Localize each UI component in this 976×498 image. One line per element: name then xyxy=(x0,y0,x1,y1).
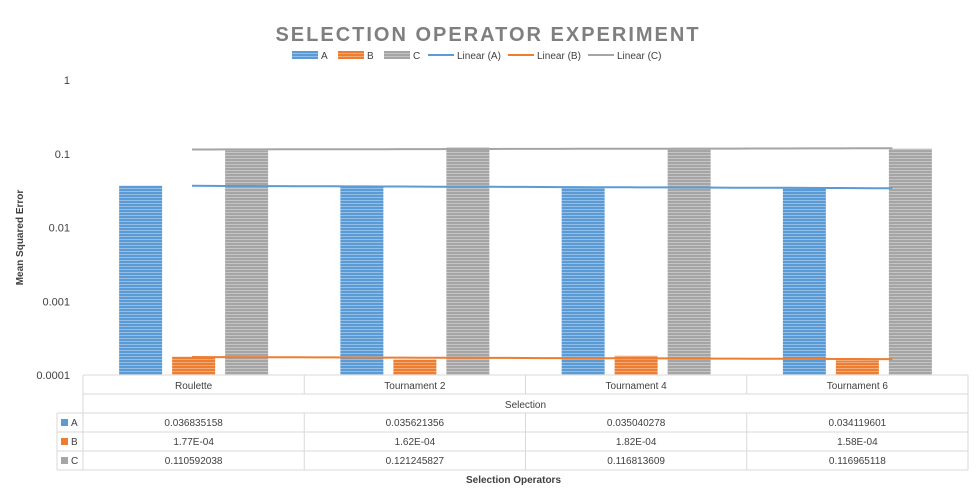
data-label-c: 0.116965118 xyxy=(829,456,886,467)
row-label-a: A xyxy=(71,418,78,429)
bar-b-0 xyxy=(172,356,216,375)
row-label-c: C xyxy=(71,456,78,467)
y-tick-label: 1 xyxy=(64,75,70,87)
trendline-a xyxy=(191,184,893,190)
data-label-c: 0.121245827 xyxy=(386,456,445,467)
y-tick-label: 0.01 xyxy=(49,223,70,235)
legend-label-c: C xyxy=(413,51,420,62)
legend-label-trend-0: Linear (A) xyxy=(457,51,501,62)
y-tick-label: 0.1 xyxy=(55,149,70,161)
legend-swatch-b xyxy=(338,51,364,59)
legend-label-trend-2: Linear (C) xyxy=(617,51,661,62)
data-label-b: 1.58E-04 xyxy=(837,437,878,448)
bar-a-3 xyxy=(782,188,826,375)
data-label-b: 1.77E-04 xyxy=(173,437,214,448)
legend-label-b: B xyxy=(367,51,374,62)
bar-c-3 xyxy=(888,148,932,375)
bar-b-3 xyxy=(835,360,879,375)
data-label-b: 1.62E-04 xyxy=(395,437,436,448)
trendline-c xyxy=(192,147,893,151)
legend-key-b xyxy=(61,438,68,445)
x-tick-label: Tournament 4 xyxy=(606,381,668,392)
data-label-c: 0.116813609 xyxy=(607,456,665,467)
bar-c-0 xyxy=(225,150,269,375)
trendline-b xyxy=(191,356,893,361)
data-label-c: 0.110592038 xyxy=(165,456,223,467)
bar-b-2 xyxy=(614,355,658,375)
data-label-a: 0.035040278 xyxy=(607,418,666,429)
bar-a-2 xyxy=(561,187,605,375)
bar-a-1 xyxy=(340,186,384,375)
legend-label-a: A xyxy=(321,51,328,62)
x-axis-title: Selection Operators xyxy=(466,475,561,486)
bar-a-0 xyxy=(119,185,163,375)
y-tick-label: 0.001 xyxy=(42,296,70,308)
x-tick-label: Roulette xyxy=(175,381,213,392)
data-label-b: 1.82E-04 xyxy=(616,437,657,448)
y-tick-label: 0.0001 xyxy=(36,370,70,382)
bar-c-1 xyxy=(446,147,490,375)
bar-b-1 xyxy=(393,359,437,375)
legend-swatch-a xyxy=(292,51,318,59)
legend-label-trend-1: Linear (B) xyxy=(537,51,581,62)
data-label-a: 0.035621356 xyxy=(386,418,445,429)
data-label-a: 0.036835158 xyxy=(164,418,223,429)
x-tick-label: Tournament 6 xyxy=(827,381,889,392)
category-axis-label: Selection xyxy=(505,400,546,411)
legend-swatch-c xyxy=(384,51,410,59)
x-tick-label: Tournament 2 xyxy=(384,381,446,392)
legend-key-a xyxy=(61,419,68,426)
y-axis-title: Mean Squared Error xyxy=(15,190,26,286)
row-label-b: B xyxy=(71,437,78,448)
legend-key-c xyxy=(61,457,68,464)
chart-title: SELECTION OPERATOR EXPERIMENT xyxy=(275,24,700,46)
bar-c-2 xyxy=(667,148,711,375)
data-label-a: 0.034119601 xyxy=(829,418,887,429)
